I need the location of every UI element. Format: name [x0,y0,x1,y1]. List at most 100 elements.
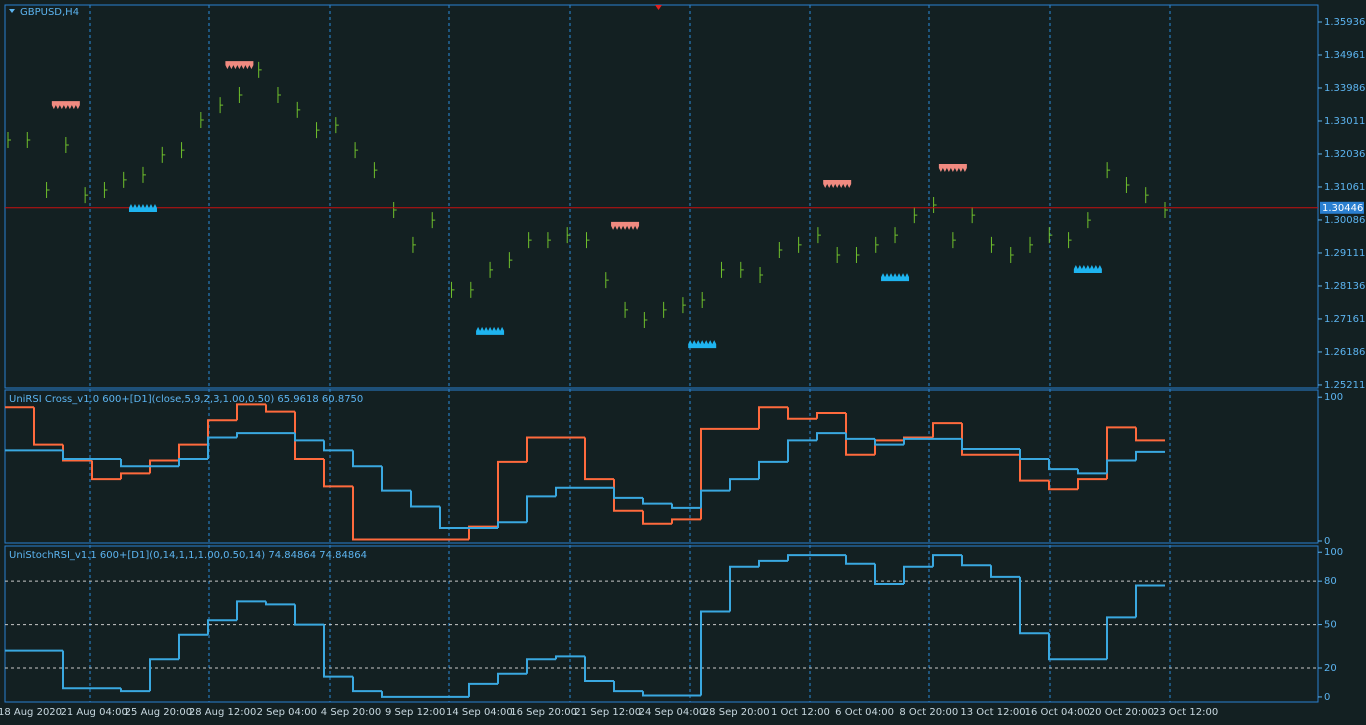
step-segment [91,460,121,481]
step-segment [874,438,904,446]
price-bar [720,261,725,278]
price-bar [238,86,243,103]
step-segment [497,672,527,684]
price-bar [566,227,571,244]
rsi-title: UniRSI Cross_v1.0 600+[D1](close,5,9,2,3… [9,394,363,405]
price-bar [1106,162,1111,179]
y-tick-label: 50 [1324,620,1337,631]
price-bar [219,97,224,114]
buy-signal [476,326,505,335]
price-bar [296,101,301,118]
step-segment [1106,616,1136,660]
price-bar [508,252,513,269]
buy-signal [688,340,717,349]
step-segment [149,459,179,474]
step-segment [468,682,498,697]
price-bar [489,261,494,278]
step-segment [758,559,788,567]
y-tick-label: 1.32036 [1324,149,1365,160]
step-segment [845,413,875,456]
step-segment [352,450,382,468]
price-bar [836,247,841,264]
step-segment [990,565,1020,578]
step-segment [323,459,353,488]
step-segment [1106,459,1136,474]
price-bar [528,232,532,249]
stoch-panel [4,545,1319,703]
x-tick-label: 14 Sep 04:00 [446,707,513,718]
price-bar [181,142,185,159]
step-segment [613,681,643,693]
y-tick-label: 0 [1324,692,1330,703]
step-segment [729,478,759,491]
step-segment [816,412,846,419]
step-segment [787,439,817,462]
step-segment [700,489,730,508]
step-segment [816,432,846,441]
price-bar [393,202,397,219]
step-segment [874,563,904,586]
price-bar [123,171,127,188]
x-tick-label: 9 Sep 12:00 [385,707,445,718]
step-segment [1135,584,1165,618]
step-segment [410,490,440,508]
step-segment [1019,454,1049,482]
price-bar [894,227,899,244]
y-tick-label: 1.27161 [1324,314,1365,325]
step-segment [1135,427,1165,442]
step-segment [1048,480,1078,491]
step-segment [120,688,150,693]
step-segment [178,458,208,467]
step-segment [642,497,672,505]
step-segment [700,610,730,696]
step-segment [265,601,295,606]
step-segment [149,658,179,692]
y-tick-label: 1.31061 [1324,182,1365,193]
step-segment [62,450,92,461]
step-segment [33,407,63,446]
price-bar [142,166,146,183]
buy-signal [128,204,157,213]
step-segment [381,691,411,698]
step-segment [729,565,759,612]
step-segment [671,518,701,524]
x-tick-label: 24 Sep 04:00 [639,707,706,718]
price-bar [682,297,686,314]
y-tick-label: 100 [1324,547,1343,558]
price-bar [1010,247,1014,264]
price-bar [277,86,281,103]
y-tick-label: 1.30086 [1324,215,1365,226]
step-segment [526,495,556,523]
price-bar [990,236,995,253]
price-bar [952,232,956,249]
price-bar [586,232,590,249]
step-segment [700,427,730,520]
step-segment [584,656,614,683]
step-segment [613,487,643,499]
buy-signal [1073,264,1102,273]
step-segment [207,619,237,635]
price-bar [605,272,609,289]
price-bar [1125,176,1130,193]
y-tick-label: 100 [1324,392,1343,403]
step-segment [1019,448,1049,461]
x-tick-label: 6 Oct 04:00 [835,707,894,718]
step-segment [381,466,411,492]
price-bar [1068,232,1072,249]
step-segment [178,443,208,461]
step-segment [526,658,556,674]
step-segment [555,655,585,660]
x-tick-label: 2 Sep 04:00 [257,707,317,718]
step-segment [787,407,817,420]
price-bar [778,241,783,258]
sell-signal [938,164,967,173]
collapse-icon[interactable] [9,9,15,13]
x-tick-label: 23 Oct 12:00 [1153,707,1218,718]
price-bar [1029,236,1034,253]
step-segment [642,691,672,697]
step-segment [120,472,150,480]
price-bar [7,131,11,148]
step-segment [671,503,701,509]
sell-signal [51,101,80,110]
